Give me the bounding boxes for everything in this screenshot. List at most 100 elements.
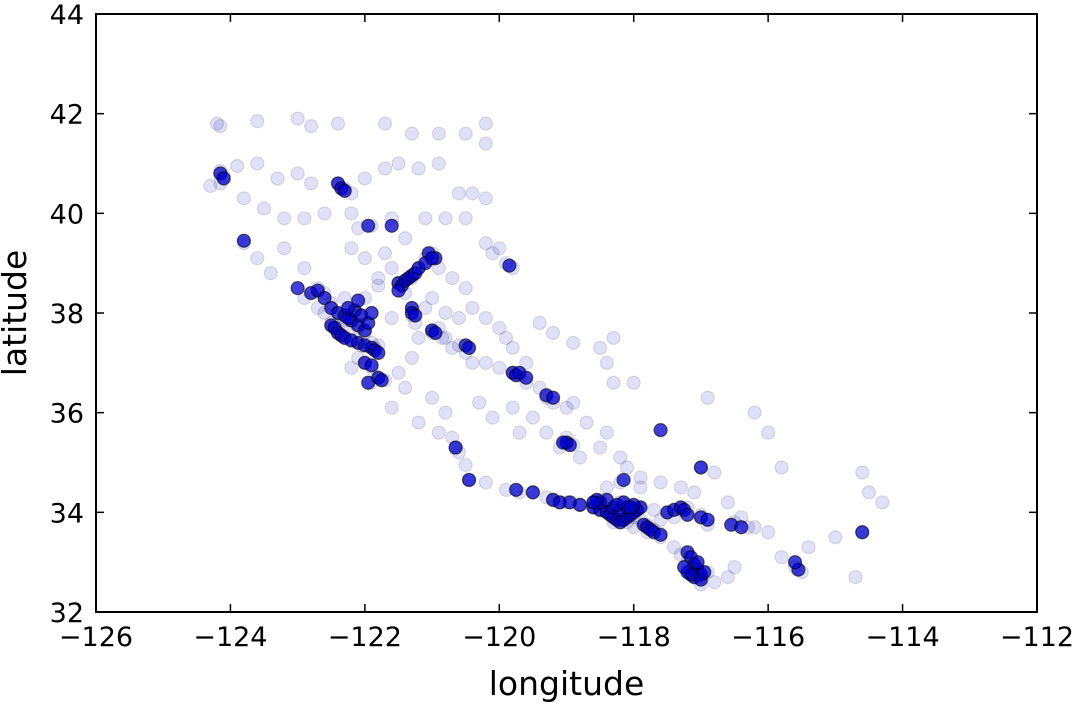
data-point bbox=[384, 400, 399, 415]
data-point-dense bbox=[337, 183, 352, 199]
data-point-dense bbox=[236, 233, 251, 248]
data-point bbox=[411, 330, 426, 346]
data-point-dense bbox=[408, 308, 423, 323]
data-point bbox=[566, 395, 581, 410]
data-point-dense bbox=[697, 565, 712, 580]
data-point bbox=[498, 330, 514, 346]
data-point bbox=[505, 340, 520, 355]
data-point bbox=[606, 375, 621, 390]
data-point bbox=[438, 211, 453, 226]
data-point bbox=[384, 310, 399, 326]
data-point-dense bbox=[361, 375, 376, 390]
y-axis-label: latitude bbox=[0, 250, 34, 377]
data-point bbox=[666, 540, 682, 555]
data-point-dense bbox=[572, 497, 588, 512]
data-point bbox=[512, 425, 527, 440]
data-point bbox=[277, 241, 292, 256]
data-point bbox=[445, 340, 460, 355]
data-point bbox=[653, 475, 668, 490]
data-point bbox=[599, 480, 614, 495]
data-point bbox=[424, 290, 440, 306]
data-point bbox=[525, 410, 540, 425]
x-tick-label: −116 bbox=[731, 622, 805, 653]
data-point bbox=[431, 425, 446, 440]
data-point-dense bbox=[317, 290, 332, 306]
data-point bbox=[303, 119, 319, 134]
data-point-dense bbox=[216, 171, 231, 186]
data-point bbox=[485, 246, 500, 261]
data-point bbox=[404, 350, 420, 365]
data-point-dense bbox=[351, 293, 366, 308]
data-point bbox=[485, 410, 500, 425]
data-point bbox=[250, 156, 265, 171]
data-point bbox=[371, 271, 386, 286]
x-tick-label: −124 bbox=[193, 622, 267, 653]
data-point-dense bbox=[364, 358, 379, 373]
data-point bbox=[572, 450, 588, 465]
plot-frame bbox=[95, 13, 1038, 613]
data-point bbox=[861, 485, 877, 500]
x-tick-label: −120 bbox=[462, 622, 536, 653]
data-point-dense bbox=[734, 520, 749, 535]
data-point bbox=[478, 475, 493, 490]
data-point-dense bbox=[787, 555, 803, 570]
data-point bbox=[357, 251, 372, 266]
data-point-dense bbox=[677, 560, 692, 575]
data-point bbox=[357, 171, 372, 186]
data-point bbox=[747, 405, 762, 420]
data-point bbox=[465, 300, 480, 316]
data-point-dense bbox=[428, 325, 443, 341]
data-point bbox=[593, 340, 608, 355]
data-point-dense bbox=[700, 512, 715, 527]
data-point bbox=[209, 116, 225, 131]
data-point bbox=[411, 161, 426, 176]
data-point bbox=[633, 470, 648, 485]
data-point bbox=[213, 119, 228, 134]
data-point-dense bbox=[371, 345, 386, 360]
data-point bbox=[478, 310, 493, 326]
y-tick-label: 42 bbox=[50, 100, 84, 131]
data-point bbox=[458, 126, 473, 141]
data-point-dense bbox=[384, 218, 399, 233]
data-point bbox=[451, 310, 467, 326]
x-tick-label: −118 bbox=[597, 622, 671, 653]
data-point bbox=[875, 495, 890, 510]
data-point-dense bbox=[519, 370, 534, 385]
data-point bbox=[424, 390, 440, 405]
data-point bbox=[330, 116, 346, 131]
data-point bbox=[559, 400, 574, 415]
data-point-dense bbox=[556, 435, 571, 450]
data-point bbox=[478, 236, 493, 251]
data-point bbox=[727, 560, 742, 575]
y-tick-label: 32 bbox=[50, 598, 84, 629]
data-point bbox=[297, 211, 312, 226]
data-point bbox=[344, 241, 359, 256]
data-point-dense bbox=[361, 218, 376, 233]
data-point bbox=[505, 400, 520, 415]
data-point bbox=[438, 405, 453, 420]
data-point bbox=[458, 280, 473, 296]
data-point bbox=[418, 211, 433, 226]
data-point bbox=[431, 156, 446, 171]
y-tick-label: 44 bbox=[50, 0, 84, 31]
data-point-dense bbox=[461, 340, 477, 355]
data-point bbox=[398, 231, 413, 246]
data-point bbox=[303, 176, 319, 191]
data-point bbox=[250, 251, 265, 266]
data-point-dense bbox=[502, 258, 517, 273]
data-point bbox=[774, 460, 789, 475]
data-point-dense bbox=[855, 525, 870, 540]
data-point-dense bbox=[374, 373, 389, 388]
data-point bbox=[391, 365, 406, 380]
data-point bbox=[566, 335, 581, 350]
data-point bbox=[438, 305, 453, 321]
data-point bbox=[478, 191, 493, 206]
data-point-dense bbox=[653, 527, 668, 542]
y-tick-label: 40 bbox=[50, 199, 84, 230]
data-point-dense bbox=[424, 251, 440, 266]
data-point-dense bbox=[448, 440, 463, 455]
data-point bbox=[371, 278, 386, 293]
data-point bbox=[707, 574, 722, 590]
data-point bbox=[377, 246, 393, 261]
